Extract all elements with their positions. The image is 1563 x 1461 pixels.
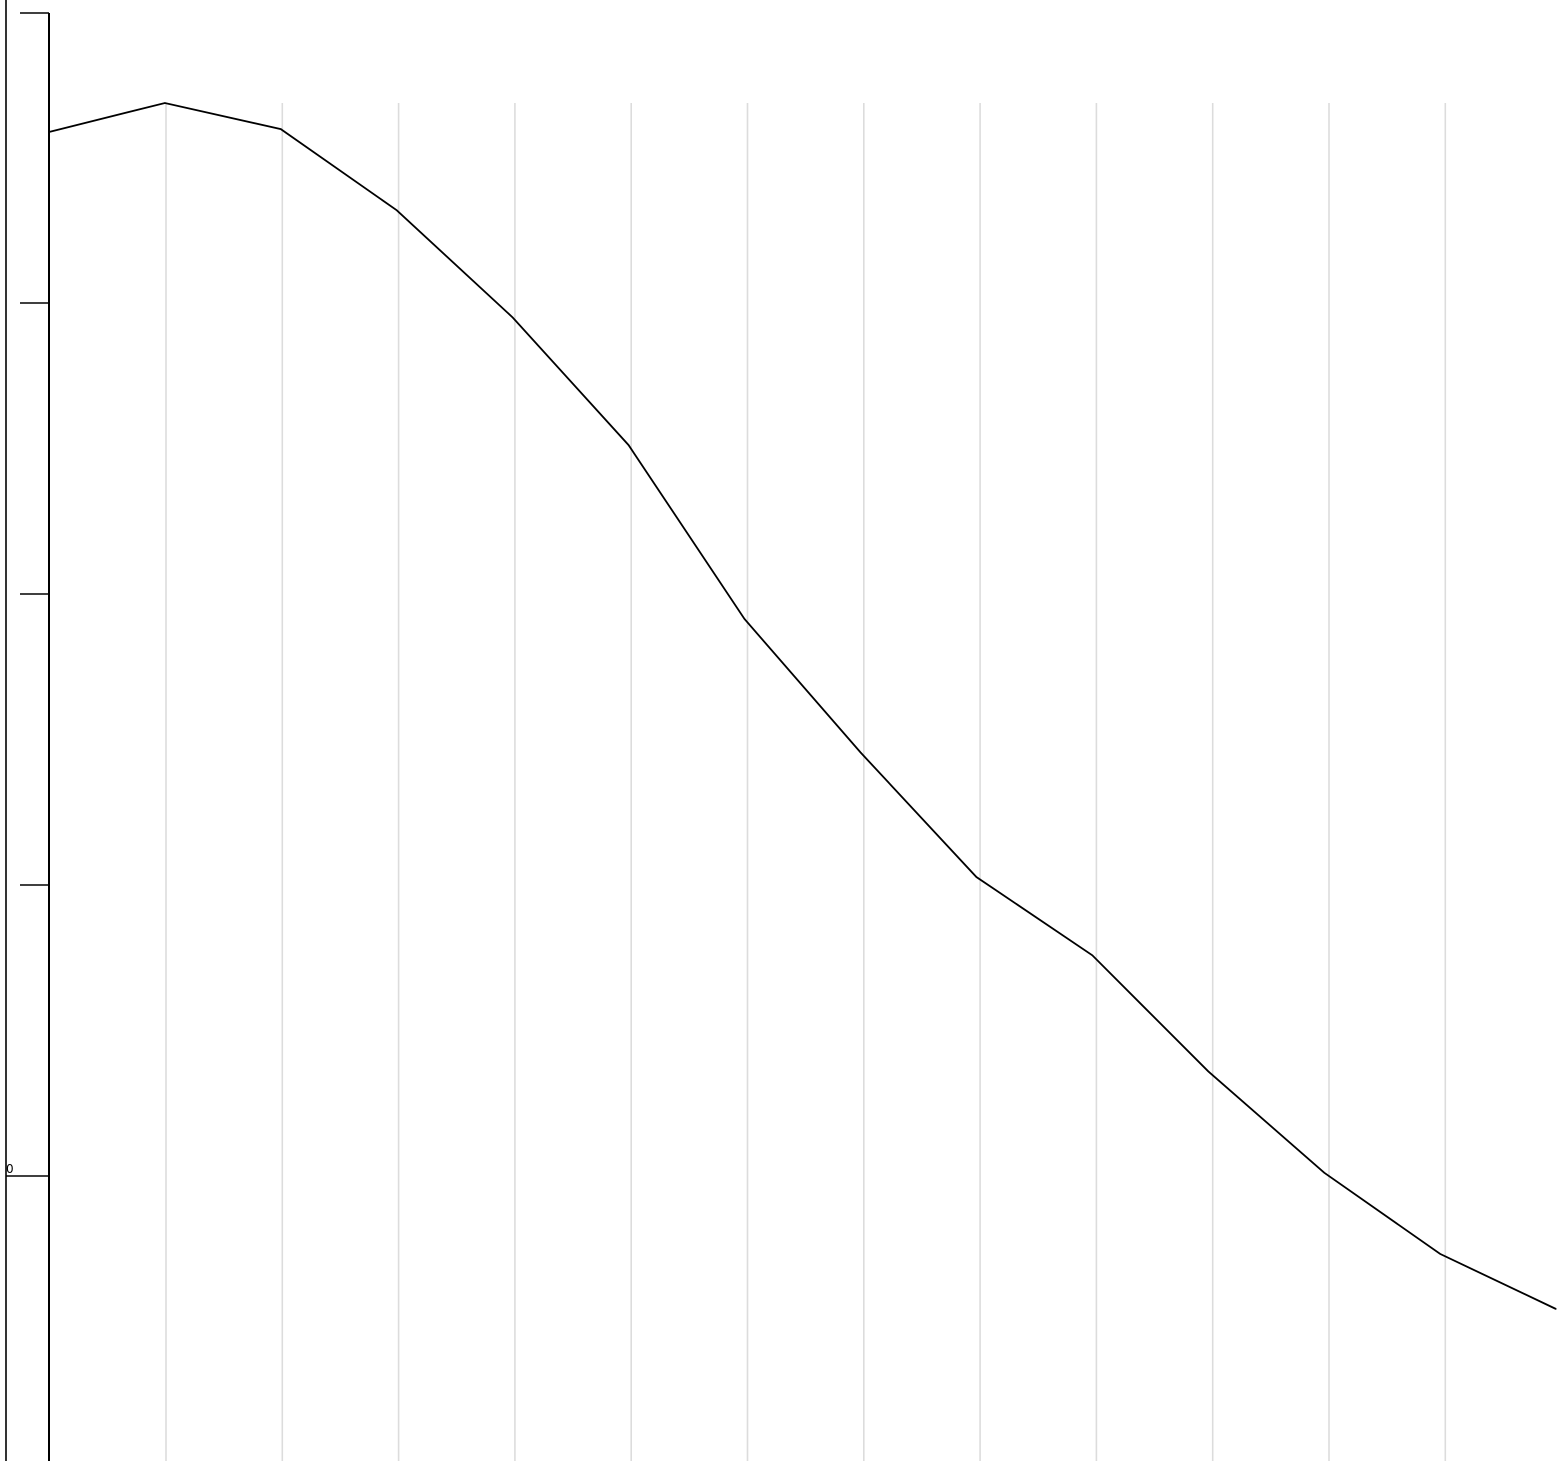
- grid-layer: [165, 103, 1447, 1461]
- tick-labels: 0: [6, 1162, 14, 1176]
- data-point: [512, 316, 514, 319]
- series-line: [48, 102, 1557, 1310]
- data-point: [396, 209, 398, 211]
- data-point: [859, 751, 862, 754]
- data-point: [975, 876, 978, 878]
- data-point: [280, 128, 282, 130]
- data-point: [628, 444, 630, 446]
- data-point: [743, 618, 746, 620]
- data-point: [1555, 1308, 1557, 1310]
- y-tick-label: 0: [6, 1162, 14, 1176]
- data-point: [1439, 1253, 1441, 1255]
- series-layer: [48, 102, 1557, 1310]
- data-point: [1091, 954, 1093, 956]
- data-point: [164, 102, 166, 104]
- y-axis: [5, 0, 50, 1461]
- data-point: [1207, 1070, 1209, 1072]
- data-point: [1323, 1172, 1325, 1174]
- data-point: [48, 131, 50, 133]
